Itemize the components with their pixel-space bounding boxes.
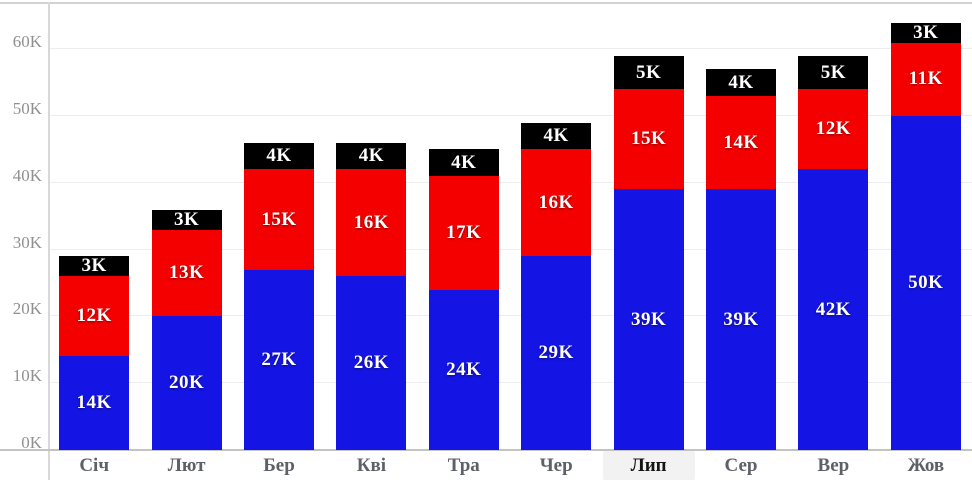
segment-value-label: 15K [261,208,297,230]
y-tick-label: 30K [12,232,42,252]
y-tick-label: 0K [21,433,42,452]
bar-segment-middle-red-segment[interactable]: 14K [706,95,776,190]
bar-segment-middle-red-segment[interactable]: 13K [151,229,222,317]
x-tick-label-5[interactable]: Чер [539,455,573,476]
y-axis-line [48,2,50,480]
segment-value-label: 3K [913,21,939,43]
x-tick-label-9[interactable]: Жов [907,455,945,476]
segment-value-label: 20K [168,372,205,394]
bar-segment-bottom-blue-segment[interactable]: 14K [59,356,130,450]
segment-value-label: 4K [266,145,292,167]
bar-segment-top-black-segment[interactable]: 4K [244,142,314,170]
bar-segment-top-black-segment[interactable]: 4K [336,142,407,170]
bar-segment-bottom-blue-segment[interactable]: 27K [244,269,314,450]
y-tick-label: 10K [12,366,42,386]
bar-segment-top-black-segment[interactable]: 4K [521,122,592,150]
bar-segment-middle-red-segment[interactable]: 12K [798,89,869,170]
segment-value-label: 17K [446,221,482,243]
segment-value-label: 16K [538,191,574,213]
segment-value-label: 15K [630,128,667,150]
x-tick-label-6[interactable]: Лип [602,451,695,480]
x-tick-label-2[interactable]: Бер [263,455,295,476]
segment-value-label: 39K [723,308,759,330]
y-tick-label: 60K [12,32,42,52]
bar-segment-top-black-segment[interactable]: 5K [798,55,869,90]
bar-segment-bottom-blue-segment[interactable]: 50K [890,116,961,450]
bar-segment-middle-red-segment[interactable]: 11K [890,42,961,116]
bar-segment-middle-red-segment[interactable]: 12K [59,276,130,357]
bar-segment-middle-red-segment[interactable]: 16K [336,169,407,277]
segment-value-label: 14K [76,392,112,414]
bar-segment-bottom-blue-segment[interactable]: 39K [613,189,684,450]
segment-value-label: 39K [630,308,667,330]
segment-value-label: 24K [446,358,482,380]
segment-value-label: 16K [353,211,390,233]
gridline [50,248,972,250]
segment-value-label: 4K [543,125,569,147]
gridline [50,115,972,116]
segment-value-label: 11K [908,68,943,90]
segment-value-label: 14K [723,131,759,153]
x-tick-label-1[interactable]: Лют [167,455,206,476]
segment-value-label: 4K [451,151,477,173]
bar-segment-top-black-segment[interactable]: 3K [59,255,130,277]
chart-top-border [0,2,972,4]
x-tick-label-8[interactable]: Вер [817,455,850,476]
segment-value-label: 29K [538,342,574,364]
segment-value-label: 5K [635,61,662,83]
y-tick-label: 40K [12,165,42,185]
segment-value-label: 3K [81,255,107,277]
bar-segment-top-black-segment[interactable]: 4K [428,149,499,177]
segment-value-label: 50K [908,272,944,293]
x-axis-line [0,449,972,451]
bar-segment-bottom-blue-segment[interactable]: 29K [521,256,592,450]
segment-value-label: 12K [815,118,852,140]
segment-value-label: 27K [261,348,297,370]
gridline [50,315,972,317]
bar-segment-bottom-blue-segment[interactable]: 20K [151,316,222,450]
bar-segment-bottom-blue-segment[interactable]: 39K [706,189,776,450]
segment-value-label: 12K [76,305,112,327]
bar-segment-top-black-segment[interactable]: 3K [151,208,222,230]
x-tick-label-7[interactable]: Сер [724,455,758,476]
segment-value-label: 5K [820,61,847,83]
segment-value-label: 4K [358,145,385,167]
x-tick-label-4[interactable]: Тра [447,455,480,476]
segment-value-label: 26K [353,352,390,374]
x-tick-label-3[interactable]: Кві [356,455,387,476]
bar-segment-middle-red-segment[interactable]: 17K [428,176,499,290]
segment-value-label: 4K [728,71,754,93]
segment-value-label: 42K [815,298,852,320]
bar-segment-bottom-blue-segment[interactable]: 24K [428,289,499,450]
x-tick-label-0[interactable]: Січ [79,455,110,476]
segment-value-label: 13K [168,261,205,283]
bar-segment-top-black-segment[interactable]: 4K [706,69,776,96]
gridline [50,382,972,384]
bar-segment-top-black-segment[interactable]: 3K [890,21,961,43]
gridline [50,181,972,183]
segment-value-label: 3K [173,208,200,230]
bar-segment-bottom-blue-segment[interactable]: 26K [336,276,407,450]
bar-segment-middle-red-segment[interactable]: 15K [244,169,314,270]
bar-segment-top-black-segment[interactable]: 5K [613,55,684,90]
bar-segment-middle-red-segment[interactable]: 15K [613,89,684,190]
bar-segment-middle-red-segment[interactable]: 16K [521,149,592,257]
y-tick-label: 20K [12,299,42,319]
bar-segment-bottom-blue-segment[interactable]: 42K [798,169,869,450]
y-tick-label: 50K [12,99,42,118]
gridline [50,48,972,50]
